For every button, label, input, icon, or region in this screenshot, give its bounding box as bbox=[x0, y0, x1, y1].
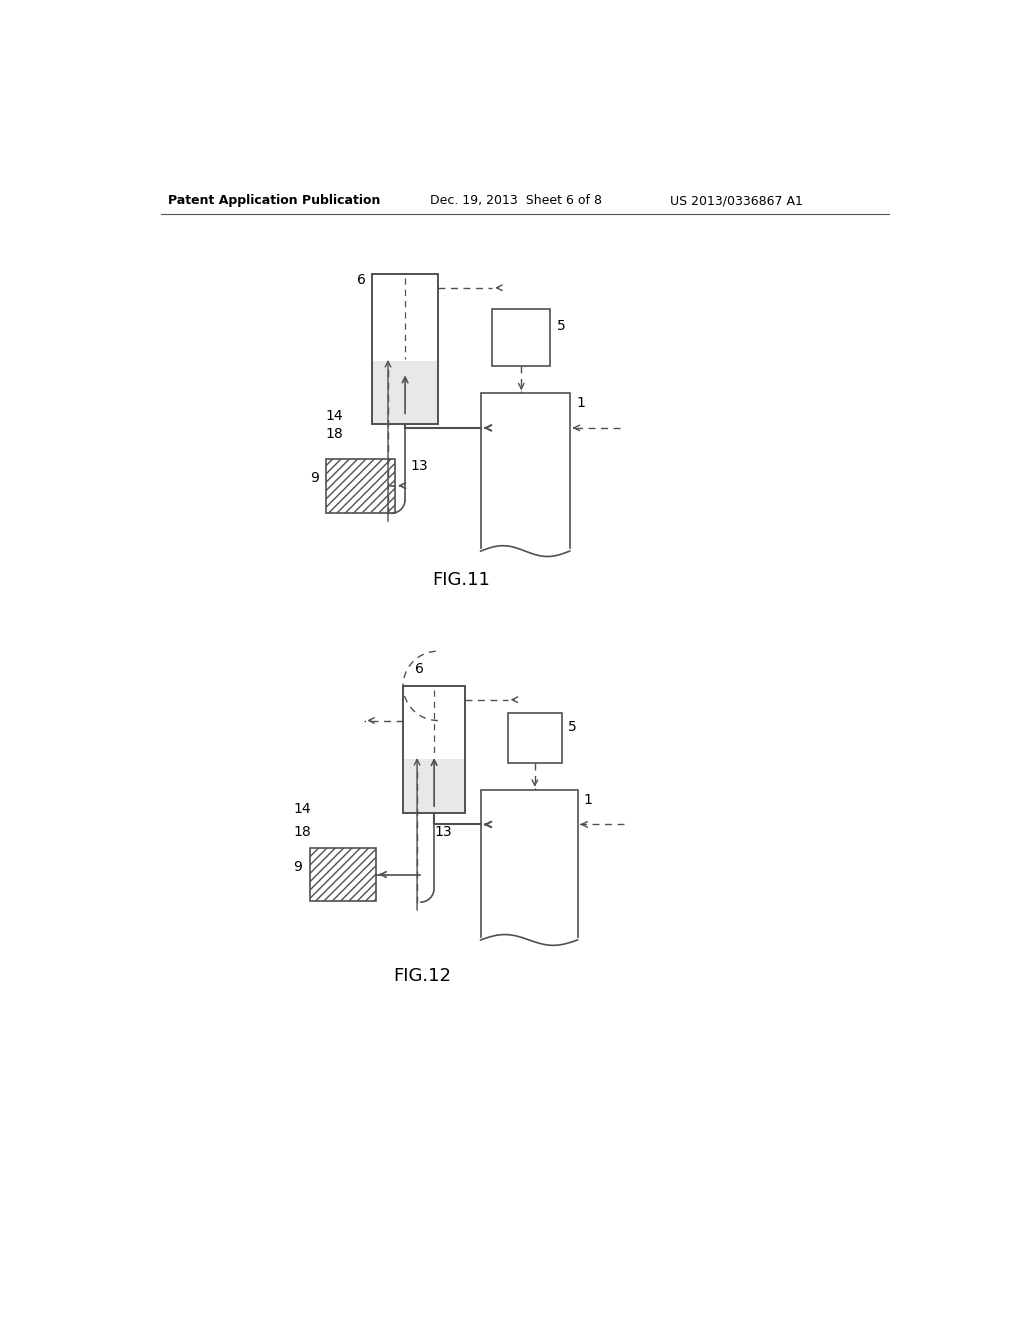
Text: 14: 14 bbox=[293, 803, 310, 816]
Text: 6: 6 bbox=[415, 661, 424, 676]
Text: FIG.12: FIG.12 bbox=[393, 968, 452, 985]
Text: US 2013/0336867 A1: US 2013/0336867 A1 bbox=[671, 194, 804, 207]
Text: 1: 1 bbox=[575, 396, 585, 411]
Text: 5: 5 bbox=[557, 319, 565, 333]
Text: Patent Application Publication: Patent Application Publication bbox=[168, 194, 381, 207]
FancyBboxPatch shape bbox=[326, 459, 395, 512]
FancyBboxPatch shape bbox=[403, 759, 464, 812]
Text: 9: 9 bbox=[310, 471, 319, 484]
Text: 13: 13 bbox=[434, 825, 452, 840]
FancyBboxPatch shape bbox=[403, 686, 465, 813]
FancyBboxPatch shape bbox=[480, 393, 569, 552]
Text: 18: 18 bbox=[326, 428, 343, 441]
FancyBboxPatch shape bbox=[373, 360, 437, 424]
Text: 9: 9 bbox=[293, 859, 302, 874]
FancyBboxPatch shape bbox=[508, 713, 562, 763]
Text: 5: 5 bbox=[568, 719, 577, 734]
Text: FIG.11: FIG.11 bbox=[432, 572, 490, 589]
Text: 1: 1 bbox=[584, 793, 593, 807]
Text: 14: 14 bbox=[326, 409, 343, 424]
Text: Dec. 19, 2013  Sheet 6 of 8: Dec. 19, 2013 Sheet 6 of 8 bbox=[430, 194, 602, 207]
Text: 6: 6 bbox=[356, 273, 366, 286]
Text: 13: 13 bbox=[411, 459, 428, 474]
Text: 18: 18 bbox=[293, 825, 311, 840]
FancyBboxPatch shape bbox=[493, 309, 550, 367]
FancyBboxPatch shape bbox=[480, 789, 578, 940]
FancyBboxPatch shape bbox=[310, 847, 376, 902]
FancyBboxPatch shape bbox=[372, 275, 438, 424]
